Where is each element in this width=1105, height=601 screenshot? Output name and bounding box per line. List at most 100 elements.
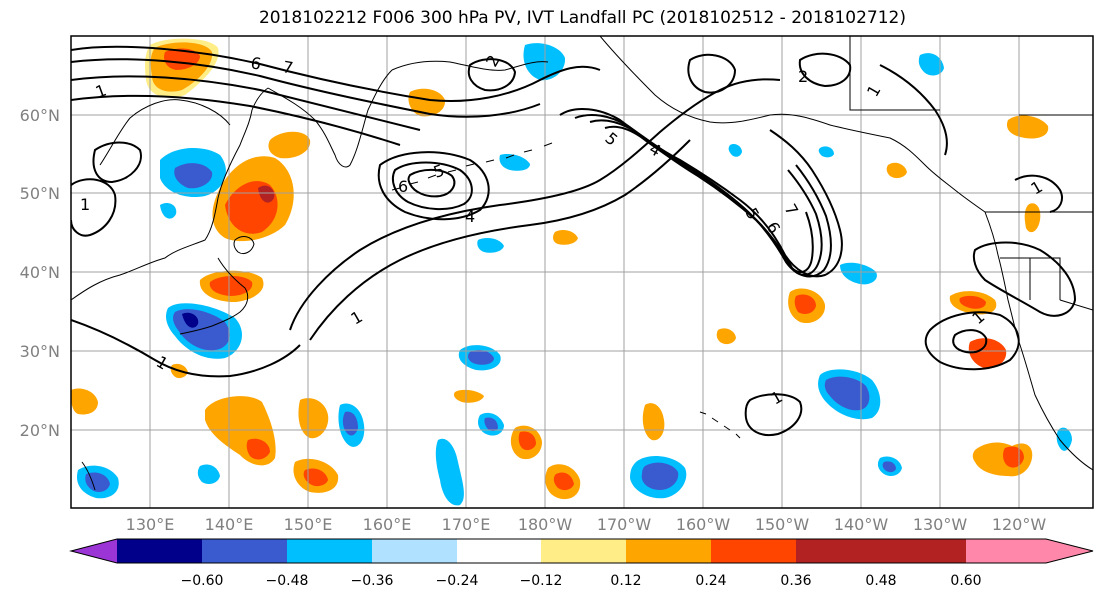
shading-positive-region [642,403,665,441]
pv-contour-line [687,53,737,94]
shading-positive-region [258,185,275,203]
lon-label: 170°W [597,515,652,534]
lat-label: 40°N [20,263,60,282]
shading-negative-region [882,461,896,473]
pv-contour-line [952,329,988,354]
colorbar-tick-label: −0.36 [351,573,394,589]
colorbar-segment [796,539,881,563]
shading-positive-region [553,230,578,245]
shading-positive-region [453,389,484,403]
pv-contour-line [71,94,401,146]
colorbar-segment [372,539,457,563]
shading-negative-region [435,438,464,506]
coastline-chukotka [391,60,549,71]
coastline-japan [179,257,249,335]
ivt-pc-shading [71,38,1072,506]
shading-negative-region [174,163,213,189]
shading-negative-region [182,312,199,328]
contour-label: 4 [465,207,475,226]
shading-negative-region [477,238,504,253]
coastline-alaska [599,36,986,213]
shading-positive-region [298,398,329,439]
pv-contour-line [467,58,517,92]
shading-negative-region [918,53,944,76]
shading-positive-region [553,472,574,491]
contour-label: 6 [398,177,408,196]
shading-negative-region [641,462,679,490]
pv-contour-line [71,319,301,378]
shading-positive-region [886,162,907,179]
shading-negative-region [1056,427,1072,451]
coastline-kamchatka [267,69,393,168]
shading-positive-region [246,438,270,460]
pv-contours [71,45,1077,436]
shading-positive-region [794,294,816,314]
lon-label: 180°W [518,515,573,534]
lat-labels: 60°N 50°N 40°N 30°N 20°N [20,106,60,440]
colorbar-segment [287,539,372,563]
shading-positive-region [71,388,98,415]
pv-contour-line [744,393,803,436]
shading-negative-region [818,146,834,158]
pv-contour-line [407,168,456,198]
colorbar-segment [541,539,626,563]
pv-contour-line [71,45,601,103]
contour-label: 2 [798,67,808,86]
pv-contour-line [924,311,1020,371]
pv-contour-line [1014,174,1063,213]
coastline-taiwan [81,461,96,491]
contour-label: 6 [249,53,262,73]
lat-label: 60°N [20,106,60,125]
shading-negative-region [499,154,530,171]
lat-label: 30°N [20,342,60,361]
shading-negative-region [85,472,110,492]
colorbar-tick-label: 0.48 [865,573,896,589]
shading-positive-region [1006,115,1049,139]
colorbar-tick-label: −0.24 [436,573,479,589]
shading-positive-region [716,328,736,345]
map-title: 2018102212 F006 300 hPa PV, IVT Landfall… [258,8,906,28]
colorbar [69,538,1094,564]
shading-negative-region [197,464,220,484]
colorbar-segment [966,539,1093,563]
lon-label: 130°W [913,515,968,534]
colorbar-tick-label: 0.24 [695,573,726,589]
pv-contour-line [71,58,541,118]
shading-negative-region [160,203,177,219]
shading-positive-region [268,131,311,159]
shading-positive-region [959,295,986,309]
pv-contour-line [879,64,948,156]
lon-label: 130°E [126,515,175,534]
colorbar-segment [711,539,796,563]
colorbar-segment [881,539,966,563]
shading-negative-region [824,376,870,411]
shading-negative-region [728,143,742,157]
hawaiian-islands [699,411,741,439]
colorbar-tick-label: −0.12 [520,573,563,589]
shading-positive-region [408,88,446,117]
state-border [985,211,1093,311]
lon-label: 150°E [284,515,333,534]
lon-label: 140°E [205,515,254,534]
pv-contour-line [798,52,852,88]
shading-negative-region [484,417,498,431]
map-frame [70,35,1094,509]
pv-contour-line [309,139,691,341]
pv-contour-line [289,78,781,331]
colorbar-tick-label: −0.48 [266,573,309,589]
colorbar-outline [69,538,1094,564]
lon-label: 120°W [992,515,1047,534]
lon-labels: 130°E 140°E 150°E 160°E 170°E 180°W 170°… [126,515,1047,534]
lon-label: 150°W [755,515,810,534]
colorbar-tick-label: 0.36 [780,573,811,589]
pv-contour-line [604,125,814,274]
graticule [71,36,1093,508]
coastline-okhotsk [99,99,231,166]
pv-contour-line [391,161,473,210]
shading-positive-region [1024,203,1041,233]
shading-negative-region [468,350,494,365]
country-border [849,36,1093,116]
shading-positive-region [968,338,1007,369]
contour-label: 7 [281,57,294,77]
shading-positive-region [209,276,253,296]
